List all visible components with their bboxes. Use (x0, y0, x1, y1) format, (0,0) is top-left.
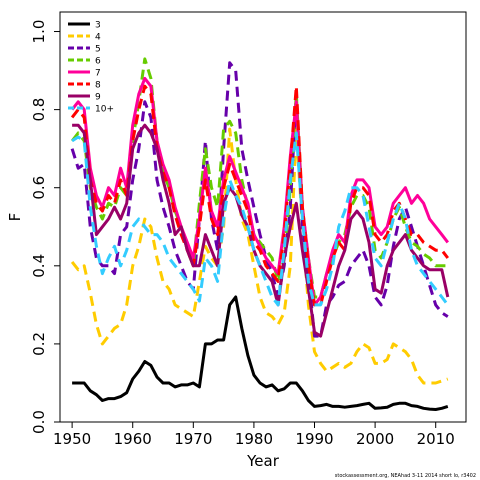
legend-label: 7 (95, 69, 101, 79)
x-tick-label: 1980 (235, 430, 273, 448)
y-tick-label: 0.4 (30, 254, 48, 278)
series-line-6 (70, 57, 448, 299)
x-tick-label: 1970 (174, 430, 212, 448)
series-line-9 (72, 123, 450, 338)
y-tick-label: 0.8 (30, 98, 48, 122)
x-axis-label: Year (246, 452, 280, 470)
x-tick-label: 1990 (295, 430, 333, 448)
legend-label: 3 (95, 21, 101, 31)
legend-label: 4 (95, 33, 101, 43)
series-line-7 (70, 76, 449, 307)
x-tick-label: 1960 (114, 430, 152, 448)
legend-label: 10+ (95, 105, 114, 115)
plot-frame (59, 11, 467, 423)
series-line-4 (70, 127, 449, 385)
y-tick-label: 0.6 (30, 176, 48, 200)
series-line-3 (72, 295, 449, 411)
series-line-10plus (71, 131, 449, 307)
axes-layer: 1950 1960 1970 1980 1990 2000 2010 0.0 0.2 0.4 0.6… (30, 20, 455, 448)
legend-label: 9 (95, 93, 101, 103)
y-tick-label: 0.2 (30, 332, 48, 356)
legend-label: 6 (95, 57, 101, 67)
legend-label: 5 (95, 45, 101, 55)
x-tick-label: 2010 (417, 430, 455, 448)
y-tick-label: 1.0 (30, 20, 48, 44)
x-tick-label: 1950 (53, 430, 91, 448)
x-tick-label: 2000 (356, 430, 394, 448)
y-axis-label: F (6, 213, 24, 222)
footnote: stockassessment.org, NEAhad 3-11 2014 sh… (335, 473, 476, 479)
series-line-5 (70, 61, 449, 338)
series-line-8 (70, 84, 449, 307)
y-tick-label: 0.0 (30, 410, 48, 434)
legend-label: 8 (95, 81, 101, 91)
series-layer (70, 57, 450, 411)
legend: 3 4 5 6 7 8 9 10+ (68, 21, 114, 115)
